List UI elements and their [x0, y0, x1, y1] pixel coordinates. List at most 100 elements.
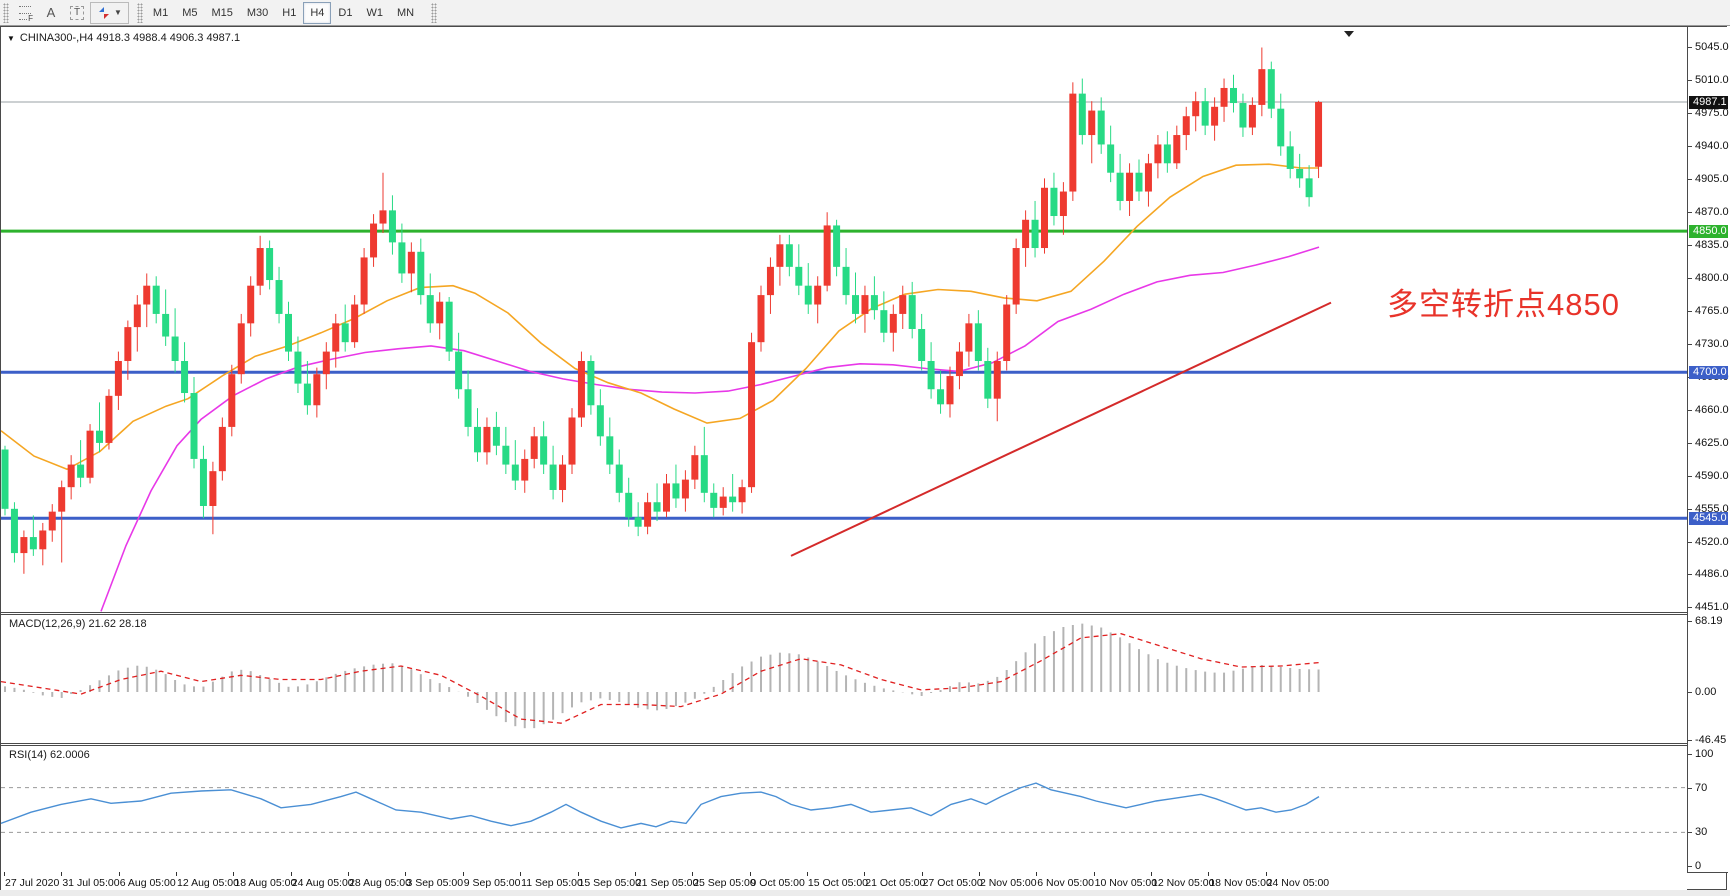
panel-separator[interactable]: [1, 612, 1728, 613]
time-tick-label: 6 Aug 05:00: [119, 877, 176, 889]
toolbar-drag-handle[interactable]: [3, 2, 9, 23]
candle-body: [974, 323, 982, 362]
candle-body: [804, 285, 812, 305]
symbol-dropdown-icon[interactable]: ▼: [7, 33, 15, 43]
fibonacci-tool-button[interactable]: F: [12, 2, 38, 24]
rsi-panel[interactable]: [1, 745, 1687, 872]
time-tick-label: 10 Nov 05:00: [1094, 877, 1158, 889]
text-label-tool-button[interactable]: A: [38, 2, 64, 24]
candle-body: [455, 351, 463, 390]
time-tick-label: 24 Aug 05:00: [291, 877, 354, 889]
candle-body: [1239, 103, 1247, 128]
time-tick-label: 21 Sep 05:00: [635, 877, 699, 889]
candle-body: [955, 351, 963, 377]
time-tick-label: 9 Sep 05:00: [463, 877, 521, 889]
price-axis[interactable]: 5045.0 5010.0 4975.0 4940.0 4905.0 4870.0 4835…: [1688, 27, 1729, 872]
candle-body: [1286, 146, 1294, 169]
time-tick-mark: [921, 872, 923, 876]
candle-body: [1305, 178, 1313, 198]
candle-body: [1050, 187, 1058, 217]
timeframe-button-h1[interactable]: H1: [282, 6, 297, 19]
candle-body: [285, 313, 292, 352]
rsi-line: [1, 782, 1320, 829]
candle-body: [681, 479, 689, 499]
candle-body: [757, 295, 765, 343]
price-tick-label: 4660.0: [1695, 403, 1729, 416]
text-tool-button[interactable]: T: [64, 2, 90, 24]
time-axis[interactable]: 27 Jul 2020 31 Jul 05:00 6 Aug 05:00 12 Aug…: [1, 872, 1687, 891]
toolbar: F A T ▼ M1 M5 M15 M30 H1 H4 D1 W1 MN: [0, 0, 1730, 26]
timeframe-button-mn[interactable]: MN: [396, 6, 415, 19]
candle-body: [86, 430, 94, 478]
candle-body: [492, 426, 500, 446]
price-tick-label: 4765.0: [1695, 305, 1729, 318]
macd-panel[interactable]: [1, 614, 1687, 743]
timeframe-button-m1[interactable]: M1: [152, 6, 169, 19]
candle-body: [67, 464, 75, 488]
ma-fast-line: [1, 163, 1319, 471]
candle-body: [341, 323, 349, 343]
axis-tick-mark: [1688, 866, 1692, 867]
toolbar-drag-handle[interactable]: [431, 2, 438, 23]
candle-body: [426, 295, 434, 324]
candle-body: [549, 464, 557, 490]
candle-body: [795, 266, 803, 286]
timeframe-button-d1[interactable]: D1: [338, 6, 353, 19]
candle-body: [606, 436, 614, 465]
candle-body: [1163, 144, 1171, 164]
current-price-badge: 4987.1: [1689, 95, 1728, 109]
panel-separator[interactable]: [1, 743, 1728, 744]
timeframe-button-m30[interactable]: M30: [246, 6, 269, 19]
candle-body: [521, 458, 529, 481]
axis-tick-mark: [1688, 787, 1692, 789]
timeframe-button-w1[interactable]: W1: [366, 6, 383, 19]
macd-label: MACD(12,26,9) 21.62 28.18: [9, 618, 147, 630]
arrows-dropdown-icon[interactable]: ▼: [114, 8, 122, 17]
main-chart[interactable]: [1, 29, 1687, 612]
time-tick-mark: [749, 872, 751, 876]
price-tick-label: 4520.0: [1695, 535, 1729, 548]
candle-body: [1277, 108, 1285, 147]
time-tick-label: 15 Oct 05:00: [807, 877, 869, 889]
candle-body: [1116, 172, 1124, 201]
price-tick-label: 4451.0: [1695, 600, 1729, 613]
price-tick-label: 4486.0: [1695, 567, 1729, 580]
toolbar-drag-handle[interactable]: [136, 2, 143, 23]
candle-body: [114, 361, 122, 396]
time-tick-mark: [1093, 872, 1095, 876]
time-tick-label: 18 Aug 05:00: [234, 877, 297, 889]
time-tick-mark: [462, 872, 464, 876]
time-tick-mark: [634, 872, 636, 876]
candle-body: [39, 530, 47, 550]
candle-body: [502, 445, 510, 465]
candle-body: [322, 351, 330, 375]
timeframe-button-h4[interactable]: H4: [303, 1, 332, 24]
rsi-tick-label: 30: [1695, 826, 1708, 839]
timeframe-button-m15[interactable]: M15: [211, 6, 233, 19]
candle-body: [691, 455, 699, 480]
candle-body: [294, 351, 302, 384]
level-price-badge: 4850.0: [1689, 224, 1728, 238]
arrows-tool-button[interactable]: ▼: [90, 1, 129, 24]
timeframe-button-m5[interactable]: M5: [182, 6, 198, 19]
candle-body: [559, 464, 567, 490]
candle-body: [1267, 69, 1275, 109]
price-tick-label: 4590.0: [1695, 469, 1729, 482]
candle-body: [218, 426, 226, 472]
candle-body: [29, 537, 37, 550]
candle-body: [332, 323, 340, 352]
chart-window: ▼ CHINA300-,H4 4918.3 4988.4 4906.3 4987…: [0, 26, 1729, 891]
candle-body: [823, 225, 831, 286]
bottom-strip: [0, 890, 1730, 896]
candle-body: [710, 492, 718, 508]
candle-body: [861, 295, 869, 314]
axis-tick-mark: [1688, 692, 1692, 693]
candle-body: [247, 285, 255, 324]
candle-body: [1144, 163, 1152, 192]
candle-body: [1107, 144, 1115, 173]
time-tick-label: 11 Sep 05:00: [521, 877, 583, 889]
candle-body: [653, 502, 661, 512]
rsi-tick-label: 70: [1695, 781, 1708, 794]
time-tick-mark: [233, 872, 235, 876]
candle-body: [833, 225, 841, 267]
